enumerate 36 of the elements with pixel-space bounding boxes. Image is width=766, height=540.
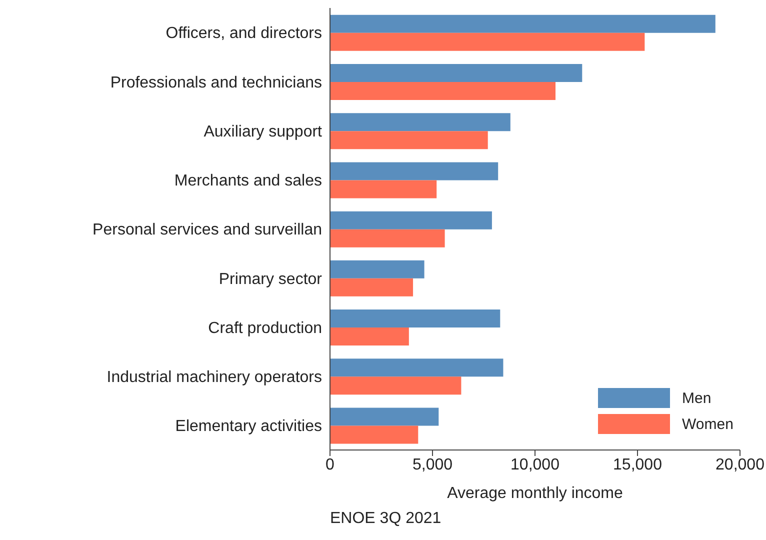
y-tick-label: Professionals and technicians <box>110 74 322 92</box>
x-tick-label: 20,000 <box>716 456 765 474</box>
bar <box>330 180 437 198</box>
bar <box>330 408 439 426</box>
x-axis-title: Average monthly income <box>447 485 623 502</box>
bar <box>330 376 462 395</box>
bar <box>330 260 424 278</box>
bar <box>330 328 409 346</box>
text: ENOE 3Q 2021 <box>330 510 442 528</box>
y-tick-label: Merchants and sales <box>174 172 322 190</box>
bar <box>330 229 445 248</box>
y-tick-label: Officers, and directors <box>166 25 322 42</box>
y-tick-label: Auxiliary support <box>204 123 323 140</box>
bar <box>330 162 498 180</box>
x-tick-label: 0 <box>326 456 335 474</box>
x-tick-label: 10,000 <box>510 456 560 474</box>
y-tick-label: Primary sector <box>218 270 323 288</box>
y-tick-label: Industrial machinery operators <box>106 369 322 386</box>
x-tick-label: 5,000 <box>412 456 453 474</box>
bar <box>330 358 504 377</box>
bar <box>330 14 716 33</box>
bar <box>330 82 556 100</box>
bar <box>330 211 492 230</box>
y-tick-label: Personal services and surveillan <box>92 222 322 239</box>
bar <box>330 278 414 296</box>
bar <box>330 131 488 150</box>
legend-label: Men <box>682 390 712 406</box>
y-tick-label: Craft production <box>208 320 322 337</box>
legend-label: Women <box>682 416 734 432</box>
bar <box>330 64 582 82</box>
x-tick-label: 15,000 <box>613 456 662 474</box>
bar <box>330 113 510 132</box>
bar <box>330 426 418 444</box>
bar <box>330 32 645 51</box>
y-tick-label: Elementary activities <box>175 418 322 436</box>
bar <box>330 310 500 328</box>
